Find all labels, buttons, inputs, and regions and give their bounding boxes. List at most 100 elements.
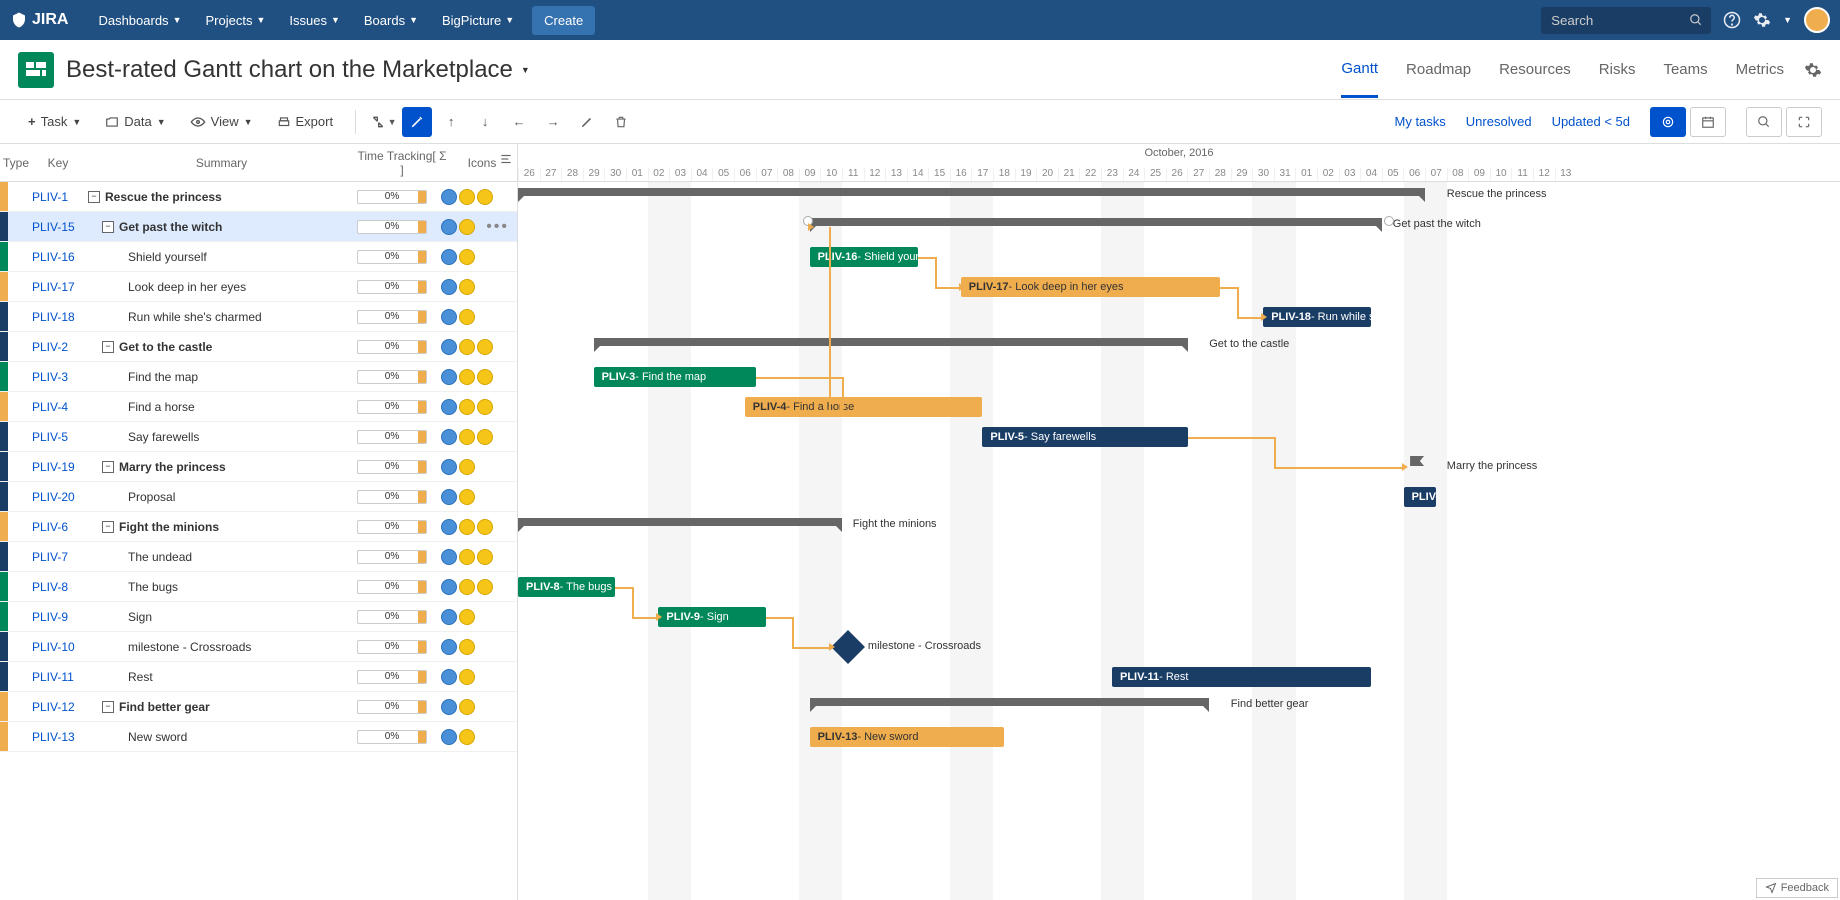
task-row[interactable]: PLIV-3Find the map0% <box>0 362 517 392</box>
task-summary[interactable]: Find a horse <box>128 400 347 414</box>
issue-key[interactable]: PLIV-4 <box>26 400 88 414</box>
gantt-bar[interactable]: PLIV-4 - Find a horse <box>745 397 983 417</box>
help-icon[interactable] <box>1723 11 1741 29</box>
jira-logo[interactable]: JIRA <box>10 11 68 29</box>
gantt-bar[interactable]: PLIV-11 - Rest <box>1112 667 1371 687</box>
issue-key[interactable]: PLIV-10 <box>26 640 88 654</box>
col-time-tracking[interactable]: Time Tracking[ Σ ] <box>357 149 447 177</box>
nav-boards[interactable]: Boards ▼ <box>354 5 428 36</box>
task-summary[interactable]: Rest <box>128 670 347 684</box>
issue-key[interactable]: PLIV-8 <box>26 580 88 594</box>
data-button[interactable]: Data ▼ <box>95 108 175 135</box>
task-summary[interactable]: milestone - Crossroads <box>128 640 347 654</box>
issue-key[interactable]: PLIV-7 <box>26 550 88 564</box>
arrow-down-icon[interactable]: ↓ <box>470 107 500 137</box>
tab-roadmap[interactable]: Roadmap <box>1406 43 1471 96</box>
task-row[interactable]: PLIV-9Sign0% <box>0 602 517 632</box>
task-summary[interactable]: Proposal <box>128 490 347 504</box>
gantt-bar[interactable]: PLIV-3 - Find the map <box>594 367 756 387</box>
gantt-bar[interactable]: PLIV-20 <box>1404 487 1436 507</box>
gantt-bar[interactable]: PLIV-18 - Run while she's charmed <box>1263 307 1371 327</box>
unresolved-link[interactable]: Unresolved <box>1466 114 1532 129</box>
issue-key[interactable]: PLIV-15 <box>26 220 88 234</box>
tab-metrics[interactable]: Metrics <box>1736 43 1784 96</box>
issue-key[interactable]: PLIV-5 <box>26 430 88 444</box>
task-row[interactable]: PLIV-15−Get past the witch0%••• <box>0 212 517 242</box>
task-summary[interactable]: The undead <box>128 550 347 564</box>
task-row[interactable]: PLIV-8The bugs0% <box>0 572 517 602</box>
issue-key[interactable]: PLIV-13 <box>26 730 88 744</box>
project-title[interactable]: Best-rated Gantt chart on the Marketplac… <box>66 56 530 84</box>
task-summary[interactable]: New sword <box>128 730 347 744</box>
create-button[interactable]: Create <box>532 6 595 35</box>
task-summary[interactable]: Get to the castle <box>119 340 347 354</box>
collapse-toggle[interactable]: − <box>102 521 114 533</box>
issue-key[interactable]: PLIV-2 <box>26 340 88 354</box>
collapse-toggle[interactable]: − <box>102 341 114 353</box>
gantt-summary-bar[interactable] <box>810 218 1382 226</box>
col-type[interactable]: Type <box>2 156 30 170</box>
issue-key[interactable]: PLIV-11 <box>26 670 88 684</box>
task-row[interactable]: PLIV-4Find a horse0% <box>0 392 517 422</box>
nav-projects[interactable]: Projects ▼ <box>195 5 275 36</box>
task-row[interactable]: PLIV-7The undead0% <box>0 542 517 572</box>
gantt-bar[interactable]: PLIV-17 - Look deep in her eyes <box>961 277 1220 297</box>
more-icon[interactable]: ••• <box>486 218 509 236</box>
task-row[interactable]: PLIV-5Say farewells0% <box>0 422 517 452</box>
gantt-bar[interactable]: PLIV-13 - New sword <box>810 727 1004 747</box>
task-summary[interactable]: Sign <box>128 610 347 624</box>
tab-gantt[interactable]: Gantt <box>1341 42 1378 98</box>
gantt-summary-bar[interactable] <box>518 518 842 526</box>
task-summary[interactable]: Run while she's charmed <box>128 310 347 324</box>
gantt-bar[interactable]: PLIV-9 - Sign <box>658 607 766 627</box>
issue-key[interactable]: PLIV-3 <box>26 370 88 384</box>
task-row[interactable]: PLIV-1−Rescue the princess0% <box>0 182 517 212</box>
tab-risks[interactable]: Risks <box>1599 43 1636 96</box>
task-row[interactable]: PLIV-2−Get to the castle0% <box>0 332 517 362</box>
task-row[interactable]: PLIV-12−Find better gear0% <box>0 692 517 722</box>
task-summary[interactable]: Find the map <box>128 370 347 384</box>
task-summary[interactable]: Say farewells <box>128 430 347 444</box>
collapse-toggle[interactable]: − <box>102 461 114 473</box>
settings-icon[interactable] <box>1753 11 1771 29</box>
gantt-bar[interactable]: PLIV-5 - Say farewells <box>982 427 1187 447</box>
task-row[interactable]: PLIV-20Proposal0% <box>0 482 517 512</box>
issue-key[interactable]: PLIV-17 <box>26 280 88 294</box>
task-summary[interactable]: Marry the princess <box>119 460 347 474</box>
export-button[interactable]: Export <box>267 108 344 135</box>
nav-issues[interactable]: Issues ▼ <box>279 5 350 36</box>
trash-icon[interactable] <box>606 107 636 137</box>
task-summary[interactable]: The bugs <box>128 580 347 594</box>
search-box-icon[interactable] <box>1746 107 1782 137</box>
gantt-summary-bar[interactable] <box>810 698 1210 706</box>
gantt-bar[interactable]: PLIV-8 - The bugs <box>518 577 615 597</box>
target-icon[interactable] <box>1650 107 1686 137</box>
link-mode-icon[interactable]: ▼ <box>368 107 398 137</box>
collapse-toggle[interactable]: − <box>102 221 114 233</box>
collapse-toggle[interactable]: − <box>88 191 100 203</box>
gear-icon[interactable] <box>1804 61 1822 79</box>
task-row[interactable]: PLIV-19−Marry the princess0% <box>0 452 517 482</box>
user-avatar[interactable] <box>1804 7 1830 33</box>
gantt-summary-bar[interactable] <box>518 188 1425 196</box>
gantt-bar[interactable]: PLIV-16 - Shield yourself <box>810 247 918 267</box>
task-row[interactable]: PLIV-16Shield yourself0% <box>0 242 517 272</box>
pencil-icon[interactable] <box>572 107 602 137</box>
task-row[interactable]: PLIV-6−Fight the minions0% <box>0 512 517 542</box>
task-row[interactable]: PLIV-17Look deep in her eyes0% <box>0 272 517 302</box>
issue-key[interactable]: PLIV-18 <box>26 310 88 324</box>
task-row[interactable]: PLIV-10milestone - Crossroads0% <box>0 632 517 662</box>
task-row[interactable]: PLIV-13New sword0% <box>0 722 517 752</box>
nav-bigpicture[interactable]: BigPicture ▼ <box>432 5 524 36</box>
task-button[interactable]: + Task ▼ <box>18 108 91 135</box>
view-button[interactable]: View ▼ <box>180 108 263 135</box>
issue-key[interactable]: PLIV-9 <box>26 610 88 624</box>
nav-dashboards[interactable]: Dashboards ▼ <box>88 5 191 36</box>
flag-icon[interactable] <box>1410 456 1424 474</box>
issue-key[interactable]: PLIV-6 <box>26 520 88 534</box>
col-key[interactable]: Key <box>30 156 86 170</box>
task-row[interactable]: PLIV-11Rest0% <box>0 662 517 692</box>
task-row[interactable]: PLIV-18Run while she's charmed0% <box>0 302 517 332</box>
task-summary[interactable]: Get past the witch <box>119 220 347 234</box>
columns-menu-icon[interactable] <box>499 152 513 166</box>
